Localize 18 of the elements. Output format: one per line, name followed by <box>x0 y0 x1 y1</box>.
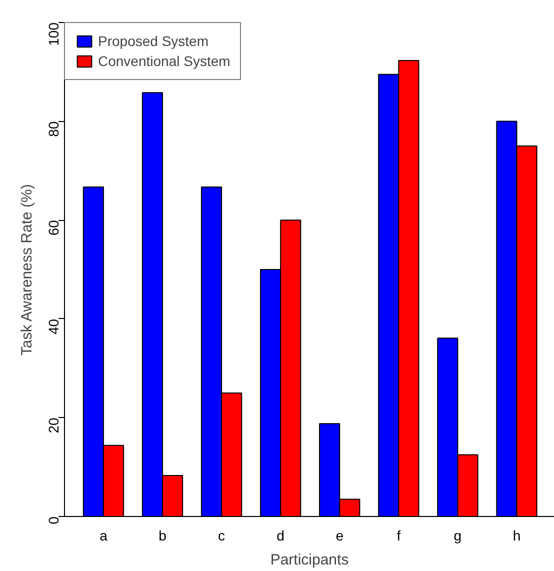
x-tick-label: f <box>396 528 401 544</box>
y-tick-label: 80 <box>46 121 62 137</box>
y-tick-label: 0 <box>46 516 62 524</box>
x-tick-label: e <box>336 528 344 544</box>
x-tick-label: d <box>276 528 284 544</box>
x-axis-title: Participants <box>270 552 349 568</box>
y-tick-label: 40 <box>46 318 62 334</box>
x-tick-label: a <box>100 528 108 544</box>
y-tick-label: 20 <box>46 417 62 434</box>
y-axis-title: Task Awareness Rate (%) <box>18 184 36 356</box>
x-tick-label: g <box>454 528 462 544</box>
y-tick-label: 60 <box>46 220 62 236</box>
x-tick-label: b <box>158 528 167 544</box>
x-tick-label: h <box>512 528 521 544</box>
legend-label: Proposed System <box>98 33 208 49</box>
x-tick-label: c <box>218 528 226 544</box>
y-tick-label: 100 <box>46 22 62 46</box>
legend-label: Conventional System <box>98 53 230 69</box>
